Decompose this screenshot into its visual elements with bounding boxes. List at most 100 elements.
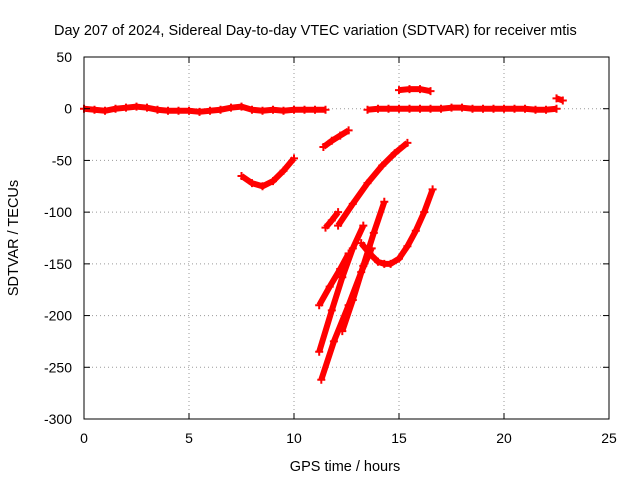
x-tick-label: 20 xyxy=(496,430,512,446)
data-point xyxy=(390,149,399,158)
data-point xyxy=(206,106,214,115)
data-point xyxy=(416,104,424,113)
data-point xyxy=(531,105,540,114)
data-point xyxy=(363,179,372,188)
grid xyxy=(84,57,609,419)
track-line xyxy=(316,252,352,307)
y-tick-label: 0 xyxy=(64,101,72,117)
data-point xyxy=(321,105,330,114)
data-point xyxy=(327,136,336,145)
data-point xyxy=(403,242,412,251)
data-point xyxy=(458,103,466,112)
data-point xyxy=(552,94,561,103)
data-point xyxy=(365,249,374,258)
data-point xyxy=(510,104,519,113)
data-point xyxy=(500,104,508,113)
data-point xyxy=(359,221,368,230)
x-axis-label: GPS time / hours xyxy=(290,459,400,475)
data-point xyxy=(357,268,366,277)
data-point xyxy=(395,254,403,263)
data-point xyxy=(380,197,389,206)
data-point xyxy=(405,85,414,94)
data-point xyxy=(489,104,498,113)
track-line xyxy=(239,156,297,190)
satellite-track xyxy=(317,244,376,384)
data-point xyxy=(428,185,437,194)
data-point xyxy=(90,105,99,114)
data-point xyxy=(344,301,353,310)
data-point xyxy=(336,131,345,140)
data-point xyxy=(300,105,309,114)
data-point xyxy=(315,347,324,356)
chart-title: Day 207 of 2024, Sidereal Day-to-day VTE… xyxy=(54,23,577,39)
data-point xyxy=(348,199,357,208)
satellite-track xyxy=(237,154,298,191)
data-point xyxy=(327,216,336,225)
data-point xyxy=(315,301,324,310)
y-tick-label: -250 xyxy=(44,359,72,375)
y-tick-label: -150 xyxy=(44,256,72,272)
data-point xyxy=(122,103,130,112)
data-point xyxy=(153,105,162,114)
satellite-track xyxy=(319,126,353,151)
data-point xyxy=(290,105,298,114)
data-point xyxy=(386,259,395,268)
data-point xyxy=(334,221,343,230)
data-point xyxy=(363,105,372,114)
x-tick-label: 5 xyxy=(185,430,193,446)
data-point xyxy=(319,142,328,151)
satellite-track xyxy=(357,185,437,268)
data-point xyxy=(420,208,429,217)
data-point xyxy=(405,104,414,113)
data-point xyxy=(311,105,319,114)
data-point xyxy=(248,179,256,188)
data-point xyxy=(374,257,382,266)
x-tick-label: 0 xyxy=(80,430,88,446)
y-tick-label: 50 xyxy=(56,49,72,65)
data-layer xyxy=(80,85,567,384)
satellite-track xyxy=(395,85,435,96)
data-point xyxy=(395,104,403,113)
x-tick-label: 15 xyxy=(391,430,407,446)
data-point xyxy=(426,104,435,113)
data-point xyxy=(416,85,424,94)
satellite-track xyxy=(321,208,343,232)
data-point xyxy=(542,105,550,114)
data-point xyxy=(374,104,382,113)
data-point xyxy=(269,177,277,186)
track-line xyxy=(358,188,436,267)
data-point xyxy=(227,103,235,112)
data-point xyxy=(479,104,487,113)
track-line xyxy=(398,86,432,95)
data-point xyxy=(237,171,246,180)
data-point xyxy=(403,138,412,147)
y-tick-label: -300 xyxy=(44,411,72,427)
track-line xyxy=(321,127,351,150)
data-point xyxy=(258,106,267,115)
data-point xyxy=(552,104,561,113)
data-point xyxy=(558,96,567,105)
data-point xyxy=(384,104,393,113)
data-point xyxy=(521,104,529,113)
data-point xyxy=(164,106,172,115)
plot-frame xyxy=(83,56,610,420)
y-axis-label: SDTVAR / TECUs xyxy=(6,180,22,296)
x-tick-label: 10 xyxy=(286,430,302,446)
data-point xyxy=(248,105,256,114)
data-point xyxy=(395,86,403,95)
satellite-track xyxy=(334,138,412,230)
data-point xyxy=(143,103,151,112)
satellite-track xyxy=(552,94,567,105)
data-point xyxy=(237,102,246,111)
data-point xyxy=(468,104,477,113)
data-point xyxy=(348,244,357,253)
data-point xyxy=(132,102,141,111)
axis-ticks: 0 5 10 15 20 25 50 0 -50 -100 -150 -200 -250 -300 xyxy=(44,49,617,446)
data-point xyxy=(185,106,193,115)
data-point xyxy=(447,103,456,112)
data-point xyxy=(111,104,120,113)
data-point xyxy=(258,182,267,191)
y-tick-label: -200 xyxy=(44,308,72,324)
data-point xyxy=(357,239,366,248)
